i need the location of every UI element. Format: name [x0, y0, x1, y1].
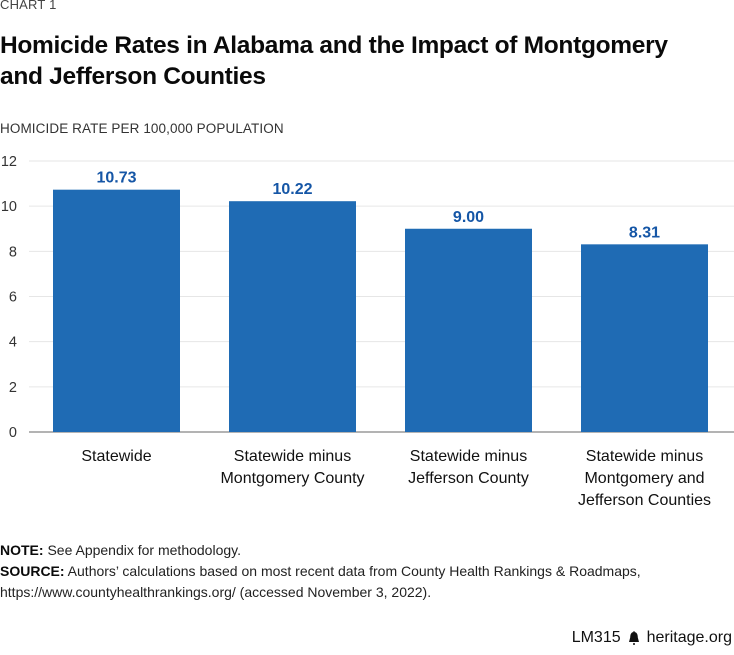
- source-text: Authors’ calculations based on most rece…: [64, 563, 641, 579]
- source-url-line: https://www.countyhealthrankings.org/ (a…: [0, 584, 432, 600]
- value-label: 10.73: [96, 170, 136, 187]
- y-tick-label: 2: [9, 380, 17, 396]
- site-name: heritage.org: [646, 629, 732, 646]
- category-label: Statewide minus: [410, 448, 527, 465]
- labels: 0 2 4 6 8 10 12 10.73 Statewide 10.22 Statewide mi…: [1, 154, 711, 509]
- y-tick-label: 12: [1, 154, 17, 170]
- y-tick-label: 4: [9, 335, 17, 351]
- bar: [405, 228, 532, 432]
- y-tick-label: 8: [9, 244, 17, 260]
- category-label: Jefferson County: [408, 470, 529, 487]
- value-label: 10.22: [272, 181, 312, 198]
- note-label: NOTE:: [0, 542, 44, 558]
- category-label: Statewide minus: [234, 448, 351, 465]
- y-tick-label: 0: [9, 425, 17, 441]
- bar: [229, 201, 356, 432]
- source-label: SOURCE:: [0, 563, 65, 579]
- chart-title: Homicide Rates in Alabama and the Impact…: [0, 32, 668, 90]
- note-line: NOTE: See Appendix for methodology.: [0, 540, 641, 561]
- category-label: Montgomery County: [220, 470, 364, 487]
- bar-chart: 0 2 4 6 8 10 12 10.73 Statewide 10.22 Statewide mi…: [1, 154, 734, 509]
- value-label: 9.00: [453, 209, 484, 226]
- bars: [53, 189, 708, 432]
- y-tick-label: 6: [9, 290, 17, 306]
- category-label: Jefferson Counties: [578, 492, 711, 509]
- y-tick-label: 10: [1, 199, 17, 215]
- bar: [53, 189, 180, 432]
- report-code: LM315: [571, 629, 621, 646]
- note-text: See Appendix for methodology.: [43, 542, 241, 558]
- category-label: Statewide minus: [586, 448, 703, 465]
- chart-kicker: CHART 1: [0, 0, 57, 12]
- y-axis-label: HOMICIDE RATE PER 100,000 POPULATION: [0, 121, 284, 136]
- footer: LM315 heritage.org: [572, 629, 732, 647]
- category-label: Statewide: [81, 448, 151, 465]
- source-line: SOURCE: Authors’ calculations based on m…: [0, 561, 641, 582]
- value-label: 8.31: [629, 224, 660, 241]
- category-label: Montgomery and: [584, 470, 704, 487]
- liberty-bell-icon: [627, 631, 641, 645]
- chart-notes: NOTE: See Appendix for methodology. SOUR…: [0, 540, 641, 603]
- bar: [581, 244, 708, 432]
